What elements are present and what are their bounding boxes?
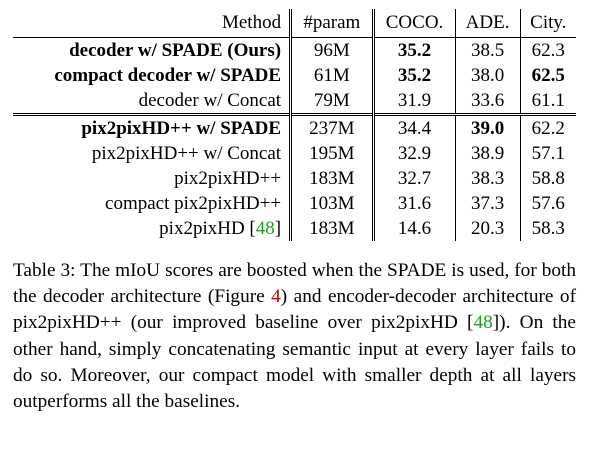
cell-param: 79M [290,88,375,115]
cell-method: pix2pixHD++ w/ SPADE [13,113,293,141]
cell-coco: 14.6 [373,216,456,241]
table-row: pix2pixHD++ w/ Concat 195M 32.9 38.9 57.1 [13,141,576,166]
table-row: decoder w/ Concat 79M 31.9 33.6 61.1 [13,88,576,115]
table-row: compact pix2pixHD++ 103M 31.6 37.3 57.6 [13,191,576,216]
cell-ade: 38.3 [455,166,521,191]
cell-ade: 38.0 [455,63,521,88]
caption-label: Table 3: [13,260,76,281]
caption-text-2: ) and encoder-decoder architecture of pi… [13,286,576,334]
table-row: pix2pixHD++ w/ SPADE 237M 34.4 39.0 62.2 [13,113,576,141]
cell-ade: 39.0 [455,113,521,141]
header-method: Method [13,9,293,38]
cell-ade: 38.9 [455,141,521,166]
cell-param: 237M [290,113,375,141]
cell-coco: 31.9 [373,88,456,115]
table-caption: Table 3: The mIoU scores are boosted whe… [13,258,576,415]
cell-method: pix2pixHD [48] [13,216,293,241]
table-row: decoder w/ SPADE (Ours) 96M 35.2 38.5 62.3 [13,37,576,63]
cell-param: 61M [290,63,375,88]
results-table: Method #param COCO. ADE. City. decoder w… [13,9,576,241]
cell-coco: 35.2 [373,63,456,88]
method-name: pix2pixHD [159,218,245,239]
method-name: pix2pixHD++ w/ SPADE [81,118,282,139]
cell-city: 62.3 [531,40,565,61]
header-ade: ADE. [455,9,521,38]
table-header-row: Method #param COCO. ADE. City. [13,9,576,38]
cell-coco: 32.7 [373,166,456,191]
cell-coco: 32.9 [373,141,456,166]
cell-ade: 38.5 [455,37,521,63]
cell-method: pix2pixHD++ [13,166,293,191]
table-row: pix2pixHD [48] 183M 14.6 20.3 58.3 [13,216,576,241]
cell-city: 62.2 [520,113,576,141]
cell-ade: 20.3 [455,216,521,241]
caption-text-1: The mIoU scores are boosted when the SPA… [13,260,576,308]
cell-method: pix2pixHD++ w/ Concat [13,141,293,166]
cell-ade: 33.6 [455,88,521,115]
method-name: compact decoder w/ SPADE [54,65,282,86]
cell-city: 57.1 [531,143,565,164]
cell-param: 183M [290,216,375,241]
cell-method: decoder w/ Concat [13,88,293,115]
header-coco: COCO. [373,9,456,38]
cell-ade: 37.3 [455,191,521,216]
method-name: pix2pixHD++ [174,168,282,189]
table-row: pix2pixHD++ 183M 32.7 38.3 58.8 [13,166,576,191]
cell-param: 103M [290,191,375,216]
cell-method: compact pix2pixHD++ [13,191,293,216]
header-city: City. [530,12,567,33]
table-row: compact decoder w/ SPADE 61M 35.2 38.0 62.5 [13,63,576,88]
cell-param: 195M [290,141,375,166]
header-param: #param [290,9,375,38]
cell-param: 183M [290,166,375,191]
citation-link[interactable]: 48 [473,312,493,334]
method-name: decoder w/ Concat [138,90,282,111]
figure-reference-link[interactable]: 4 [271,286,281,308]
caption-text-3: ]). On the other hand, simply concatenat… [13,312,576,413]
cell-method: decoder w/ SPADE (Ours) [13,37,293,63]
cell-city: 58.3 [531,218,565,239]
cell-coco: 35.2 [373,37,456,63]
cell-city: 57.6 [531,193,565,214]
results-table-container: Method #param COCO. ADE. City. decoder w… [13,9,576,241]
table-body: decoder w/ SPADE (Ours) 96M 35.2 38.5 62.3 co… [13,37,576,241]
method-name: pix2pixHD++ w/ Concat [91,143,282,164]
cell-city: 61.1 [531,90,565,111]
method-citation-link[interactable]: 48 [255,218,275,239]
cell-city: 62.5 [531,65,565,86]
method-name: compact pix2pixHD++ [105,193,282,214]
cell-city: 58.8 [531,168,565,189]
cell-param: 96M [290,37,375,63]
cell-method: compact decoder w/ SPADE [13,63,293,88]
method-name: decoder w/ SPADE (Ours) [69,40,282,61]
cell-coco: 31.6 [373,191,456,216]
cell-coco: 34.4 [373,113,456,141]
